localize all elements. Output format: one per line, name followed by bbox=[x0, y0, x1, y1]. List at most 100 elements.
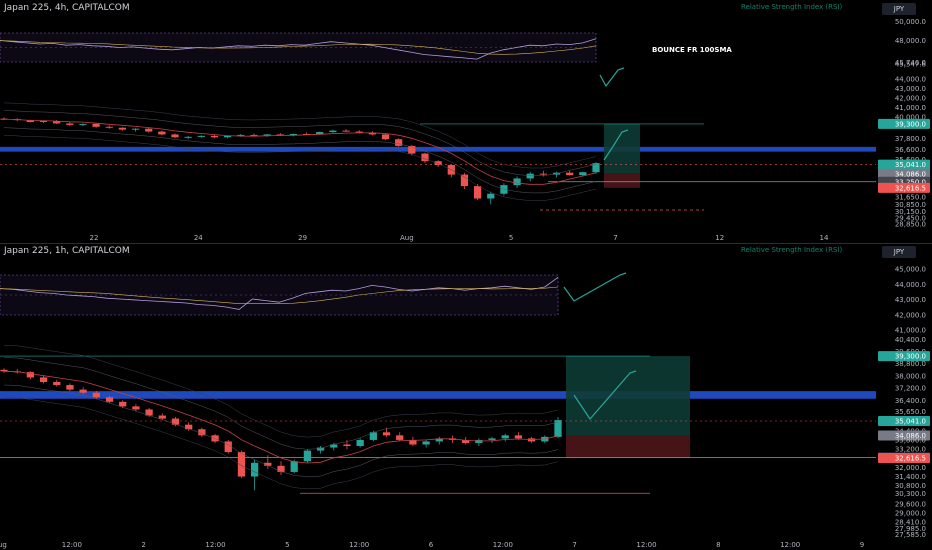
candle-body bbox=[250, 134, 258, 136]
y-tick-label: 45,746.0 bbox=[895, 59, 926, 67]
candle-body bbox=[289, 133, 298, 135]
price-label-bg bbox=[878, 430, 930, 441]
candle-body bbox=[26, 372, 35, 378]
candle-body bbox=[421, 153, 429, 162]
candle-body bbox=[408, 145, 416, 154]
candle-body bbox=[316, 447, 325, 451]
candle-body bbox=[527, 438, 536, 442]
price-label-bg bbox=[878, 452, 930, 463]
y-tick-label: 30,300.0 bbox=[895, 490, 926, 498]
candle-body bbox=[237, 452, 246, 477]
candle-body bbox=[514, 435, 523, 439]
y-tick-label: 31,400.0 bbox=[895, 473, 926, 481]
candle-body bbox=[105, 126, 113, 128]
projection-arrow bbox=[573, 370, 637, 420]
currency-badge[interactable]: JPY bbox=[882, 246, 916, 258]
pane-divider[interactable] bbox=[0, 243, 932, 244]
y-tick-label: 41,000.0 bbox=[895, 104, 926, 112]
candle-body bbox=[171, 418, 180, 425]
y-tick-label: 35,041.0 bbox=[895, 161, 926, 169]
y-tick-label: 38,800.0 bbox=[895, 360, 926, 368]
y-tick-label: 42,000.0 bbox=[895, 311, 926, 319]
candle-body bbox=[264, 462, 272, 466]
envelope-band-line bbox=[3, 127, 597, 194]
x-tick-label: 12:00 bbox=[780, 541, 800, 549]
candle-body bbox=[131, 128, 140, 130]
candle-body bbox=[290, 461, 298, 472]
candle-body bbox=[198, 429, 206, 436]
indicator-label: Relative Strength Index (RSI) bbox=[741, 246, 843, 254]
x-tick-label: Aug bbox=[400, 234, 414, 242]
candle-body bbox=[53, 381, 61, 386]
x-tick-label: 7 bbox=[613, 234, 617, 242]
candle-body bbox=[277, 465, 285, 472]
envelope-band-line bbox=[3, 110, 597, 176]
rsi-ma-line bbox=[0, 40, 597, 55]
y-tick-label: 28,850.0 bbox=[895, 220, 926, 228]
candle-body bbox=[53, 121, 61, 124]
y-tick-label: 30,800.0 bbox=[895, 482, 926, 490]
long-target-zone bbox=[566, 356, 690, 436]
envelope-band-line bbox=[3, 357, 559, 450]
chart-pane-1h[interactable]: 45,000.0 44,000.0 43,000.0 42,000.0 41,000.0… bbox=[0, 243, 932, 550]
price-label-bg bbox=[878, 168, 930, 179]
y-tick-label: 40,400.0 bbox=[895, 336, 926, 344]
projection-arrow bbox=[603, 129, 629, 161]
candle-body bbox=[39, 121, 48, 123]
price-label-bg bbox=[878, 159, 930, 170]
candle-body bbox=[92, 123, 100, 127]
price-label-bg bbox=[878, 118, 930, 129]
candle-body bbox=[158, 415, 166, 419]
x-tick-label: 5 bbox=[509, 234, 513, 242]
candle-body bbox=[303, 450, 312, 462]
y-tick-label: 44,000.0 bbox=[895, 281, 926, 289]
candle-body bbox=[355, 131, 363, 133]
candle-body bbox=[381, 134, 390, 140]
chart-pane-4h[interactable]: 50,000.0 48,000.0 45,746.0 45,547.6 44,000.0… bbox=[0, 0, 932, 243]
currency-badge[interactable]: JPY bbox=[882, 3, 916, 15]
y-tick-label: 43,000.0 bbox=[895, 296, 926, 304]
x-tick-label: 6 bbox=[429, 541, 434, 549]
candle-body bbox=[526, 173, 534, 179]
resistance-zone bbox=[0, 391, 876, 399]
indicator-label: Relative Strength Index (RSI) bbox=[741, 3, 843, 11]
candle-body bbox=[171, 134, 179, 138]
candle-body bbox=[475, 439, 483, 443]
y-tick-label: 33,200.0 bbox=[895, 446, 926, 454]
candle-body bbox=[329, 130, 337, 133]
candle-body bbox=[224, 441, 232, 453]
y-tick-label: 28,410.0 bbox=[895, 519, 926, 527]
y-tick-label: 36,400.0 bbox=[895, 397, 926, 405]
candle-body bbox=[237, 134, 245, 136]
y-tick-label: 34,086.0 bbox=[895, 170, 926, 178]
candle-body bbox=[263, 134, 271, 136]
x-tick-label: 24 bbox=[194, 234, 203, 242]
y-tick-label: 35,041.0 bbox=[895, 418, 926, 426]
x-tick-label: 14 bbox=[820, 234, 829, 242]
y-tick-label: 27,585.0 bbox=[895, 531, 926, 539]
x-tick-label: 22 bbox=[90, 234, 99, 242]
candle-body bbox=[79, 389, 87, 393]
candle-body bbox=[395, 139, 403, 146]
x-tick-label: 12:00 bbox=[349, 541, 369, 549]
candle-body bbox=[369, 432, 377, 440]
candle-body bbox=[566, 172, 574, 176]
candle-body bbox=[26, 120, 34, 122]
projection-arrow bbox=[599, 67, 625, 88]
candle-body bbox=[343, 444, 351, 447]
price-label-bg bbox=[878, 351, 930, 362]
price-chart-1h[interactable]: 45,000.0 44,000.0 43,000.0 42,000.0 41,000.0… bbox=[0, 243, 932, 550]
candle-body bbox=[382, 432, 391, 436]
rsi-line bbox=[0, 38, 597, 60]
projection-arrow bbox=[563, 272, 627, 302]
price-chart-4h[interactable]: 50,000.0 48,000.0 45,746.045,547.6 44,000.0… bbox=[0, 0, 932, 243]
y-tick-label: 27,985.0 bbox=[895, 525, 926, 533]
y-tick-label: 45,547.6 bbox=[895, 61, 927, 69]
y-tick-label: 44,000.0 bbox=[895, 75, 926, 83]
candle-body bbox=[145, 409, 153, 416]
y-tick-label: 39,300.0 bbox=[895, 353, 926, 361]
candle-body bbox=[145, 128, 153, 132]
candle-body bbox=[224, 135, 232, 138]
candle-body bbox=[158, 131, 166, 135]
candle-body bbox=[473, 186, 482, 199]
